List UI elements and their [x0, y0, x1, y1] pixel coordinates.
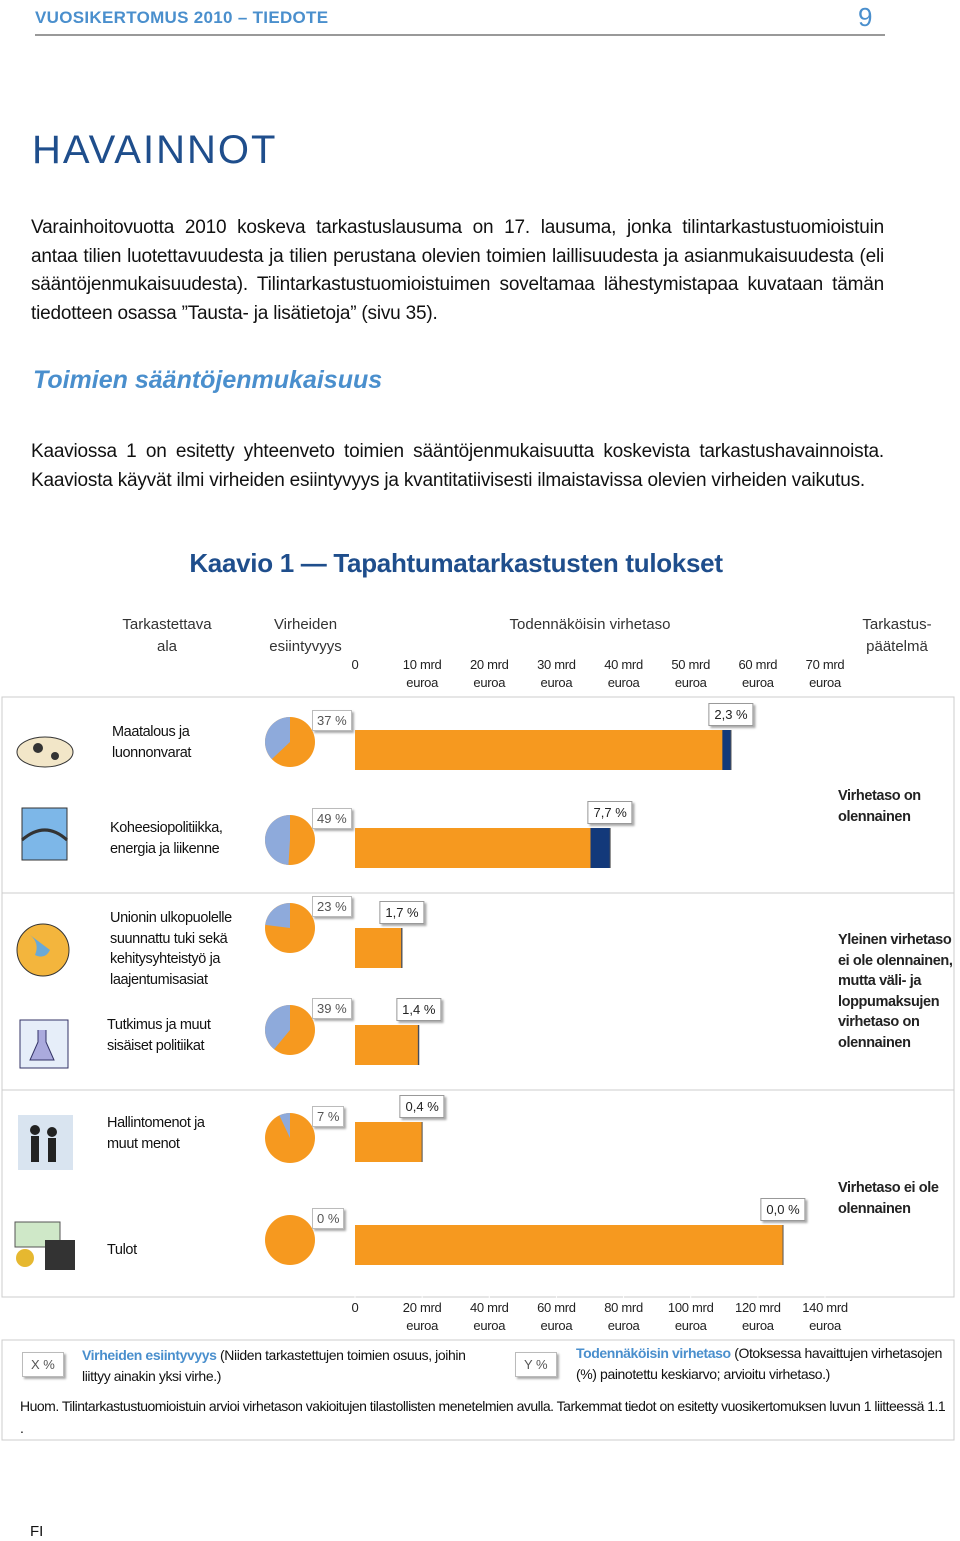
occurrence-label: 39 %: [312, 998, 352, 1019]
icon-globe: [16, 923, 70, 977]
bar: [355, 730, 731, 770]
pie-slice: [265, 1005, 290, 1050]
row-label: Koheesiopolitiikka, energia ja liikenne: [110, 820, 223, 857]
tick-label: 80 mrd euroa: [604, 1300, 643, 1333]
legend-desc: (Otoksessa havaittujen virhetasojen (%) …: [576, 1345, 942, 1382]
icon-money: [14, 1221, 75, 1270]
tick-label: 100 mrd euroa: [667, 1300, 714, 1333]
header-title: VUOSIKERTOMUS 2010 – TIEDOTE: [35, 8, 329, 27]
tick-label: 0: [351, 657, 359, 672]
tick-label: 40 mrd euroa: [469, 1300, 509, 1333]
occurrence-label: 7 %: [312, 1106, 345, 1127]
column-header: Tarkastus-päätelmä: [862, 616, 932, 655]
tick-label: 20 mrd euroa: [469, 657, 509, 690]
body-text: Kaaviossa 1 on esitetty yhteenveto toimi…: [31, 441, 884, 491]
bar: [355, 1225, 784, 1265]
tick-label: 140 mrd euroa: [802, 1300, 848, 1333]
legend-text: Todennäköisin virhetaso (Otoksessa havai…: [576, 1343, 946, 1385]
occurrence-label: 49 %: [312, 808, 352, 829]
tick-label: 50 mrd euroa: [671, 657, 711, 690]
column-header: Virheiden esiintyvyys: [269, 616, 342, 655]
error-segment: [590, 828, 611, 868]
note: Huom. Tilintarkastustuomioistuin arvioi …: [20, 1398, 946, 1436]
row-label: Tutkimus ja muut sisäiset politiikat: [107, 1017, 211, 1054]
pie-slice: [265, 717, 290, 760]
error-label: 0,0 %: [760, 1198, 806, 1221]
icon-cow: [16, 736, 74, 768]
legend-title: Todennäköisin virhetaso: [576, 1345, 731, 1361]
legend-frame: [1, 1339, 955, 1441]
row-label: Hallintomenot ja muut menot: [107, 1115, 205, 1152]
heading: HAVAINNOT: [32, 128, 278, 172]
bar: [355, 1122, 423, 1162]
chart-frame: [1, 696, 955, 1298]
page-number: 9: [858, 2, 873, 32]
error-label: 0,4 %: [399, 1095, 445, 1118]
conclusion: Virhetaso ei ole olennainen: [838, 1180, 939, 1217]
pie-slice: [279, 1113, 290, 1138]
tick-label: 10 mrd euroa: [402, 657, 442, 690]
bar: [355, 828, 611, 868]
error-label: 2,3 %: [708, 703, 754, 726]
row-label: Unionin ulkopuolelle suunnattu tuki sekä…: [110, 910, 232, 988]
tick-label: 70 mrd euroa: [805, 657, 845, 690]
bar: [355, 928, 402, 968]
pie-slice: [264, 815, 290, 865]
error-label: 1,4 %: [396, 998, 442, 1021]
legend-box: X %: [22, 1352, 64, 1377]
icon-lab: [19, 1019, 69, 1069]
tick-label: 120 mrd euroa: [735, 1300, 781, 1333]
tick-label: 30 mrd euroa: [537, 657, 576, 690]
subheading: Toimien sääntöjenmukaisuus: [33, 366, 383, 394]
occurrence-label: 37 %: [312, 710, 352, 731]
error-segment: [722, 730, 731, 770]
tick-label: 60 mrd euroa: [738, 657, 778, 690]
chart-title: Kaavio 1 — Tapahtumatarkastusten tulokse…: [189, 548, 723, 578]
row-label: Maatalous ja luonnonvarat: [112, 724, 192, 761]
legend-box: Y %: [515, 1352, 557, 1377]
legend-text: Virheiden esiintyvyys (Niiden tarkastett…: [82, 1345, 482, 1387]
conclusion: Yleinen virhetaso ei ole olennainen, mut…: [838, 932, 953, 1051]
error-label: 7,7 %: [587, 801, 633, 824]
footer: FI: [30, 1523, 44, 1540]
conclusion: Virhetaso on olennainen: [838, 788, 921, 825]
column-header: Tarkastettava ala: [122, 616, 212, 655]
tick-label: 40 mrd euroa: [604, 657, 643, 690]
row-label: Tulot: [107, 1242, 137, 1258]
column-header: Todennäköisin virhetaso: [509, 616, 671, 633]
icon-bridge: [21, 807, 69, 861]
tick-label: 20 mrd euroa: [402, 1300, 442, 1333]
occurrence-label: 0 %: [312, 1208, 345, 1229]
bar: [355, 1025, 419, 1065]
tick-label: 60 mrd euroa: [537, 1300, 576, 1333]
tick-label: 0: [351, 1300, 359, 1315]
icon-people: [18, 1115, 73, 1170]
pie-slice: [265, 903, 290, 928]
pie-rest: [265, 1215, 315, 1265]
error-label: 1,7 %: [379, 901, 425, 924]
legend-desc: (Niiden tarkastettujen toimien osuus, jo…: [82, 1347, 466, 1384]
occurrence-label: 23 %: [312, 896, 352, 917]
legend-title: Virheiden esiintyvyys: [82, 1347, 217, 1363]
intro: Varainhoitovuotta 2010 koskeva tarkastus…: [31, 217, 884, 325]
